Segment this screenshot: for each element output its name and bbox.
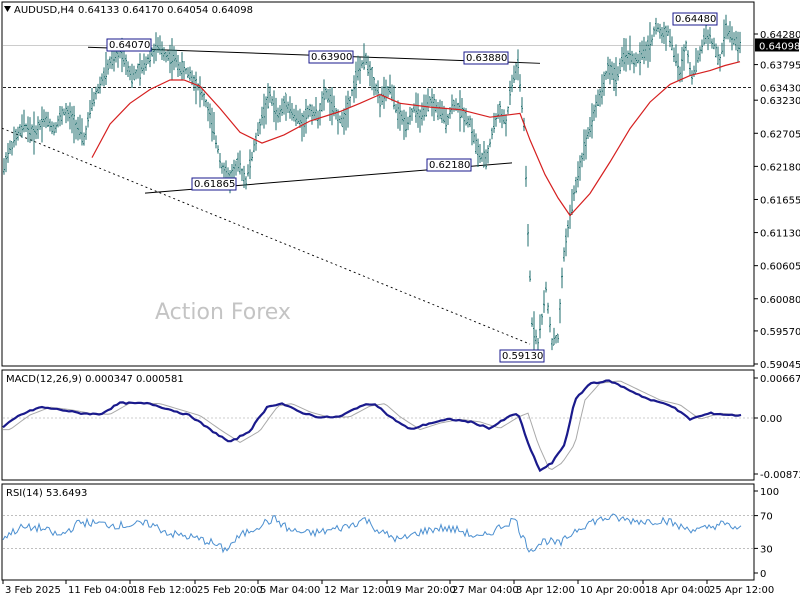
price-tick-label: 0.62180 xyxy=(760,162,800,173)
price-tick-label: 0.62705 xyxy=(760,129,800,140)
macd-label: MACD(12,26,9) 0.000347 0.000581 xyxy=(6,374,184,385)
time-tick-label: 27 Mar 04:00 xyxy=(452,585,519,596)
level-label-text: 0.62180 xyxy=(429,160,470,171)
level-label-box xyxy=(106,38,152,52)
rsi-tick-label: 70 xyxy=(760,512,773,523)
level-label-text: 0.59130 xyxy=(502,351,543,362)
price-tick-label: 0.61655 xyxy=(760,195,800,206)
price-tick-label: 0.60605 xyxy=(760,262,800,273)
diagonal-support-line xyxy=(1,127,531,345)
rsi-tick-label: 100 xyxy=(760,487,779,498)
level-label-box xyxy=(672,12,718,26)
current-price-label: 0.64098 xyxy=(759,41,800,52)
price-bars xyxy=(3,14,741,362)
rsi-line xyxy=(2,513,742,554)
time-tick-label: 3 Feb 2025 xyxy=(5,585,61,596)
time-tick-label: 10 Apr 20:00 xyxy=(580,585,645,596)
rsi-panel-frame xyxy=(1,483,755,581)
time-tick-label: 25 Feb 20:00 xyxy=(197,585,263,596)
time-tick-label: 18 Feb 12:00 xyxy=(132,585,198,596)
price-tick-label: 0.63230 xyxy=(760,96,800,107)
macd-line xyxy=(2,379,742,473)
time-tick-label: 5 Mar 04:00 xyxy=(260,585,320,596)
macd-indicator: 0.006675 0.00 -0.008724 xyxy=(2,374,800,481)
level-label-text: 0.63880 xyxy=(466,53,507,64)
price-tick-label: 0.59570 xyxy=(760,327,800,338)
price-tick-label: 0.61130 xyxy=(760,229,800,240)
price-tick-label: 0.59045 xyxy=(760,360,800,371)
level-label-box xyxy=(463,51,509,65)
level-label-text: 0.64070 xyxy=(109,40,150,51)
time-tick-label: 25 Apr 12:00 xyxy=(709,585,774,596)
level-label-0-61865: 0.61865 xyxy=(191,177,237,191)
level-label-text: 0.61865 xyxy=(194,179,235,190)
level-label-box xyxy=(191,177,237,191)
level-label-box xyxy=(426,158,472,172)
macd-tick-label: -0.008724 xyxy=(760,470,800,481)
price-tick-label: 0.63795 xyxy=(760,61,800,72)
price-tick-label: 0.60080 xyxy=(760,295,800,306)
rsi-label: RSI(14) 53.6493 xyxy=(6,488,87,499)
price-tick-label: 0.64280 xyxy=(760,30,800,41)
rsi-indicator: 100 70 30 0 xyxy=(2,487,779,580)
macd-tick-label: 0.006675 xyxy=(760,374,800,385)
level-label-text: 0.63900 xyxy=(311,52,352,63)
macd-signal-line xyxy=(3,380,742,470)
ma-series-line xyxy=(91,61,741,217)
level-label-text: 0.64480 xyxy=(675,14,716,25)
moving-average xyxy=(91,61,741,217)
level-label-0-63880: 0.63880 xyxy=(463,51,509,65)
rsi-tick-label: 30 xyxy=(760,544,773,555)
current-price-box xyxy=(755,38,799,52)
time-tick-label: 12 Mar 12:00 xyxy=(324,585,391,596)
time-tick-label: 3 Apr 12:00 xyxy=(516,585,575,596)
price-axis: 0.64280 0.63795 0.63230 0.62705 0.62180 0.616… xyxy=(754,30,800,371)
time-tick-label: 11 Feb 04:00 xyxy=(68,585,134,596)
level-label-0-64070: 0.64070 xyxy=(106,38,152,52)
header-arrow-icon xyxy=(4,6,11,12)
chart-ohlc: 0.64133 0.64170 0.64054 0.64098 xyxy=(78,5,253,16)
time-tick-label: 19 Mar 20:00 xyxy=(389,585,456,596)
level-label-0-64480: 0.64480 xyxy=(672,12,718,26)
level-label-0-63900: 0.63900 xyxy=(308,50,354,64)
macd-tick-label: 0.00 xyxy=(760,414,782,425)
watermark: Action Forex xyxy=(155,300,291,325)
level-labels: 0.64070 0.63900 0.63880 0.64480 0.61865 0.621… xyxy=(106,12,718,363)
reference-level-label: 0.63430 xyxy=(760,84,800,95)
macd-panel-frame xyxy=(1,369,755,481)
level-label-box xyxy=(499,349,545,363)
level-label-0-62180: 0.62180 xyxy=(426,158,472,172)
chart-title: AUDUSD,H4 xyxy=(14,5,74,16)
time-tick-label: 18 Apr 04:00 xyxy=(645,585,710,596)
level-label-0-59130: 0.59130 xyxy=(499,349,545,363)
level-label-box xyxy=(308,50,354,64)
rsi-tick-label: 0 xyxy=(760,569,766,580)
price-panel-frame xyxy=(1,1,755,367)
